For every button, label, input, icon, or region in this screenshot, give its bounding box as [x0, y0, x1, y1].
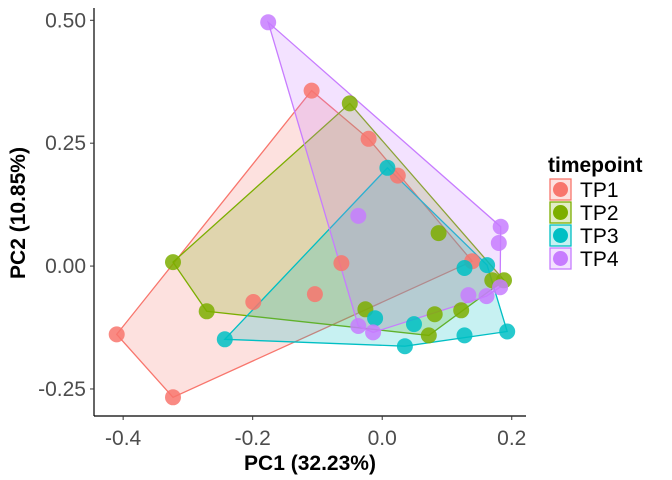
legend-label: TP1 [580, 179, 619, 202]
x-ticks: -0.4 -0.2 0.0 0.2 [105, 416, 526, 450]
legend-item-tp3: TP3 [549, 224, 619, 248]
point-tp2 [420, 327, 437, 344]
legend-marker-icon [553, 205, 568, 220]
point-tp3 [216, 331, 233, 348]
hull-tp3 [223, 166, 509, 347]
legend-marker-icon [553, 228, 568, 243]
point-tp3 [456, 327, 473, 344]
point-tp4 [350, 318, 367, 334]
point-tp1 [245, 294, 262, 310]
point-tp1 [360, 130, 377, 147]
point-tp3 [406, 316, 422, 333]
legend-title: timepoint [548, 154, 643, 177]
legend-label: TP3 [580, 225, 619, 248]
point-tp4 [460, 287, 477, 304]
point-tp1 [165, 389, 181, 406]
point-tp3 [499, 323, 516, 340]
x-tick-label: 0.0 [368, 427, 397, 450]
point-tp3 [367, 310, 384, 327]
legend-label: TP2 [580, 202, 619, 225]
y-ticks: 0.50 0.25 0.00 -0.25 [38, 9, 94, 401]
point-layer [108, 14, 516, 406]
point-tp1 [333, 255, 350, 272]
point-tp2 [430, 225, 447, 242]
point-tp2 [453, 302, 470, 319]
point-tp1 [108, 326, 125, 343]
point-tp4 [492, 279, 509, 296]
point-tp2 [198, 303, 215, 320]
point-tp3 [456, 260, 473, 276]
point-tp1 [303, 82, 320, 99]
y-axis-title: PC2 (10.85%) [7, 147, 30, 279]
point-tp3 [479, 257, 496, 274]
legend-marker-icon [553, 251, 568, 266]
y-tick-label: 0.00 [45, 255, 86, 278]
hull-layer [115, 20, 509, 399]
point-tp4 [365, 324, 382, 341]
x-tick-label: -0.4 [105, 427, 142, 450]
legend-label: TP4 [580, 248, 619, 271]
x-tick-label: -0.2 [235, 427, 271, 450]
point-tp2 [165, 254, 181, 271]
point-tp2 [426, 306, 443, 323]
point-tp4 [350, 207, 367, 224]
point-tp4 [490, 235, 507, 251]
point-tp4 [492, 218, 509, 235]
point-tp3 [379, 159, 396, 176]
y-tick-label: 0.25 [45, 132, 86, 155]
legend-item-tp1: TP1 [549, 178, 619, 202]
y-tick-label: -0.25 [38, 378, 86, 401]
point-tp1 [306, 286, 323, 303]
legend-item-tp4: TP4 [549, 247, 619, 271]
x-axis-title: PC1 (32.23%) [244, 452, 376, 475]
legend-marker-icon [553, 182, 568, 197]
point-tp4 [260, 14, 277, 31]
point-tp4 [478, 288, 495, 305]
legend-item-tp2: TP2 [549, 201, 619, 225]
y-tick-label: 0.50 [45, 9, 86, 32]
x-tick-label: 0.2 [497, 427, 526, 450]
point-tp2 [341, 95, 358, 112]
axes: -0.4 -0.2 0.0 0.2 0.50 0.25 0.00 -0.25 PC1 (32… [7, 8, 526, 475]
point-tp3 [396, 338, 413, 355]
